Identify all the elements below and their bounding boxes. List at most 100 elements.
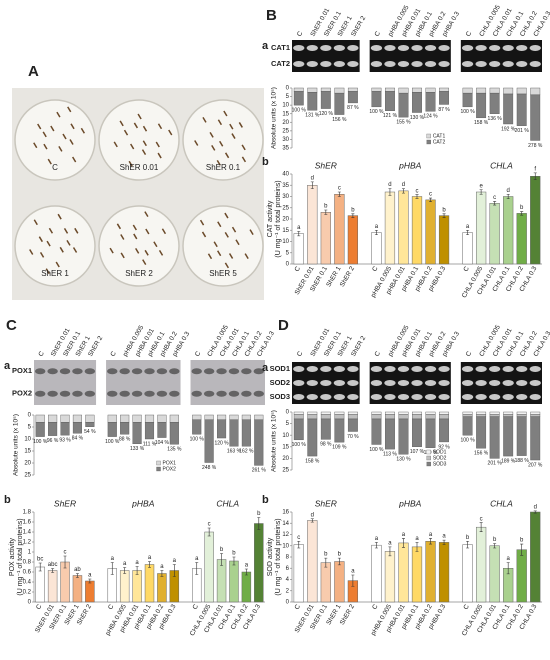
- gel-band: [516, 380, 528, 386]
- gel-band: [84, 390, 96, 397]
- seedling: [137, 113, 142, 120]
- stacked-bar: [425, 418, 436, 448]
- gel-band: [241, 368, 252, 375]
- stacked-bar: [144, 422, 155, 440]
- y-tick-label: 30: [282, 194, 289, 200]
- seedling: [42, 131, 47, 138]
- y-tick-label: 0.8: [23, 560, 32, 566]
- significance-letter: c: [416, 188, 419, 194]
- seedling: [67, 106, 72, 113]
- significance-letter: b: [324, 552, 328, 558]
- seedling: [142, 259, 147, 266]
- stacked-bar: [398, 92, 409, 118]
- seedling: [238, 122, 243, 128]
- stacked-bar: [120, 414, 130, 423]
- stacked-bar: [503, 93, 514, 125]
- y-tick-label: 35: [282, 183, 289, 189]
- seedling: [241, 156, 247, 163]
- percent-label: 136 %: [488, 116, 503, 122]
- gel-band: [191, 390, 202, 397]
- error-bar: [401, 538, 405, 548]
- percent-label: 88 %: [119, 437, 131, 443]
- gel-band: [475, 380, 487, 386]
- subpanel-label: b: [262, 494, 269, 506]
- percent-label: 100 %: [369, 447, 384, 453]
- gel-band: [320, 394, 332, 400]
- seedling: [219, 140, 224, 147]
- gel-band: [502, 380, 514, 386]
- gel-band: [516, 394, 528, 400]
- gel-band: [438, 61, 450, 67]
- bar: [503, 196, 514, 265]
- subpanel-label: a: [262, 362, 269, 374]
- stacked-bar: [157, 414, 167, 423]
- stacked-bar: [254, 414, 264, 421]
- bar: [132, 570, 142, 603]
- y-tick-label: 0.4: [23, 580, 32, 586]
- gel-row-label: CAT1: [271, 43, 290, 52]
- legend-label: SOD3: [433, 461, 447, 467]
- seedling: [43, 143, 48, 150]
- y-axis-label: (U mg⁻¹ of total proteins): [275, 180, 282, 257]
- seedling: [224, 262, 230, 269]
- y-tick-label: 5: [286, 94, 290, 100]
- stacked-bar: [293, 87, 304, 92]
- percent-label: 120 %: [214, 440, 229, 446]
- gel-row-label: POX1: [12, 366, 32, 375]
- subpanel-label: a: [4, 360, 11, 372]
- significance-letter: a: [375, 536, 379, 542]
- bar: [371, 544, 382, 603]
- seedling: [133, 233, 138, 240]
- bar: [475, 191, 487, 265]
- gel: [34, 360, 97, 405]
- stacked-bar: [385, 418, 395, 450]
- stacked-bar: [334, 92, 345, 115]
- subpanel-label: b: [4, 494, 11, 506]
- error-bar: [310, 181, 314, 189]
- gel-band: [475, 366, 487, 372]
- percent-label: 155 %: [396, 119, 411, 125]
- stacked-bar: [334, 418, 345, 443]
- x-tick-label: C: [462, 265, 471, 273]
- gel-band: [488, 366, 501, 372]
- gel-band: [516, 61, 528, 67]
- percent-label: 96 %: [47, 438, 59, 444]
- seedling: [59, 246, 64, 253]
- seedling: [231, 226, 237, 233]
- group-label: ShER: [54, 498, 76, 508]
- gel-band: [411, 366, 423, 372]
- percent-label: 104 %: [155, 440, 170, 446]
- gel: [106, 360, 181, 405]
- significance-letter: a: [160, 564, 164, 570]
- stacked-bar: [120, 422, 130, 435]
- seedling: [38, 236, 43, 243]
- x-tick-label: C: [462, 603, 471, 611]
- stacked-bar: [169, 414, 179, 423]
- seedling: [119, 120, 124, 127]
- significance-letter: a: [351, 569, 355, 575]
- gel-band: [333, 394, 346, 400]
- gel: [460, 40, 542, 72]
- stacked-bar: [462, 92, 473, 108]
- percent-label: 201 %: [488, 461, 503, 467]
- percent-label: 93 %: [59, 437, 71, 443]
- seedling: [70, 123, 75, 130]
- significance-letter: abc: [48, 562, 58, 568]
- percent-label: 100 %: [105, 439, 120, 445]
- percent-label: 188 %: [515, 458, 530, 464]
- stacked-bar: [229, 419, 239, 447]
- seedling: [244, 253, 249, 259]
- stacked-bar: [334, 411, 345, 415]
- percent-label: 100 %: [460, 438, 475, 444]
- significance-letter: a: [173, 558, 177, 564]
- stacked-bar: [293, 411, 304, 415]
- y-tick-label: 0: [28, 600, 32, 606]
- group-label: CHLA: [490, 498, 513, 508]
- seedling: [116, 223, 122, 230]
- gel-band: [384, 394, 396, 400]
- stacked-bar: [334, 87, 345, 94]
- percent-label: 113 %: [383, 451, 397, 457]
- stacked-bar: [371, 418, 382, 445]
- x-tick-label: C: [107, 603, 116, 611]
- lane-label: C: [465, 350, 474, 358]
